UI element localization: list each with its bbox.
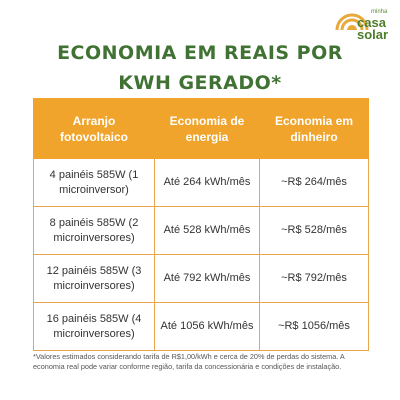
cell-energia: Até 1056 kWh/mês	[154, 302, 260, 351]
footnote: *Valores estimados considerando tarifa d…	[33, 352, 345, 371]
economy-table: Arranjo fotovoltaico Economia de energia…	[33, 98, 369, 351]
header-economia-energia: Economia de energia	[154, 98, 260, 159]
page-title: ECONOMIA EM REAIS POR KWH GERADO*	[57, 42, 343, 94]
table-row: 8 painéis 585W (2 microinversores) Até 5…	[33, 206, 369, 255]
cell-arranjo: 4 painéis 585W (1 microinversor)	[33, 158, 155, 207]
logo-brand-line1: casa	[357, 15, 386, 30]
cell-dinheiro: ~R$ 264/mês	[259, 158, 369, 207]
cell-arranjo: 16 painéis 585W (4 microinversores)	[33, 302, 155, 351]
cell-arranjo: 8 painéis 585W (2 microinversores)	[33, 206, 155, 255]
brand-logo: minha casa solar	[331, 8, 395, 50]
header-economia-dinheiro: Economia em dinheiro	[259, 98, 369, 159]
cell-energia: Até 792 kWh/mês	[154, 254, 260, 303]
cell-energia: Até 528 kWh/mês	[154, 206, 260, 255]
cell-dinheiro: ~R$ 1056/mês	[259, 302, 369, 351]
sun-icon	[335, 13, 369, 30]
logo-brand-line2: solar	[357, 27, 389, 42]
cell-energia: Até 264 kWh/mês	[154, 158, 260, 207]
cell-dinheiro: ~R$ 528/mês	[259, 206, 369, 255]
table-row: 16 painéis 585W (4 microinversores) Até …	[33, 302, 369, 351]
table-row: 4 painéis 585W (1 microinversor) Até 264…	[33, 158, 369, 207]
cell-arranjo: 12 painéis 585W (3 microinversores)	[33, 254, 155, 303]
cell-dinheiro: ~R$ 792/mês	[259, 254, 369, 303]
logo-small-text: minha	[371, 9, 388, 15]
table-header-row: Arranjo fotovoltaico Economia de energia…	[33, 98, 369, 159]
table-row: 12 painéis 585W (3 microinversores) Até …	[33, 254, 369, 303]
header-arranjo: Arranjo fotovoltaico	[33, 98, 155, 159]
